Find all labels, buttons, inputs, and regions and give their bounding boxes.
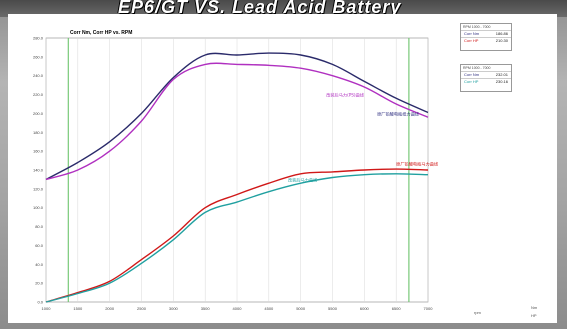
annotation-label: 改装后马力(PS)曲线 [326,91,365,98]
y-tick-label: 240.0 [33,73,44,78]
x-tick-label: 1500 [73,306,83,311]
x-tick-label: 6500 [392,306,402,311]
dyno-chart: 0.0 20.0 40.0 60.0 80.0 100.0 120.0 140.0 160.0 1… [33,36,439,312]
banner-title: EP6/GT VS. Lead Acid Battery [118,0,402,17]
y-tick-label: 140.0 [33,168,44,173]
y-tick-label: 80.0 [35,224,44,229]
legend-bottom-row-2: Corr HP 230.16 [461,78,511,85]
legend-bottom-row-2-value: 230.16 [495,79,508,84]
series-line-power [45,168,429,303]
annotation-label: 原厂铅酸电瓶马力曲线 [396,160,439,167]
y-tick-label: 180.0 [33,130,44,135]
legend-top-row-1: Corr Nm 186.86 [461,30,511,37]
legend-top-row-2-value: 210.30 [495,38,508,43]
y-tick-label: 40.0 [35,262,44,267]
series-line-torque [45,62,429,181]
x-unit-label: rpm [474,310,481,315]
legend-top-header: RPM 1000 - 7000 [463,25,491,29]
legend-bottom: RPM 1000 - 7000 Corr Nm 232.01 Corr HP 2… [460,64,512,92]
x-tick-label: 2500 [137,306,147,311]
legend-top-row-2-name: Corr HP [464,38,479,43]
legend-bottom-row-2-name: Corr HP [464,79,479,84]
x-tick-label: 7000 [424,306,434,311]
y-tick-label: 280.0 [33,36,44,41]
banner: EP6/GT VS. Lead Acid Battery [0,0,567,17]
legend-top: RPM 1000 - 7000 Corr Nm 186.86 Corr HP 2… [460,23,512,51]
annotation-label: 改装后马力曲线 [288,176,318,183]
legend-bottom-row-1-name: Corr Nm [464,72,480,77]
y-tick-label: 120.0 [33,186,44,191]
chart-panel: Corr Nm, Corr HP vs. RPM 0.0 20.0 40.0 60.0… [8,14,557,323]
y-tick-label: 0.0 [37,300,43,305]
legend-top-row-1-value: 186.86 [495,31,508,36]
chart-title: Corr Nm, Corr HP vs. RPM [70,30,133,36]
annotation-label: 原厂铅酸电瓶扭力曲线 [377,110,420,117]
x-tick-label: 1000 [42,306,52,311]
x-tick-label: 2000 [105,306,115,311]
y-tick-label: 60.0 [35,243,44,248]
legend-top-row-2: Corr HP 210.30 [461,37,511,44]
x-tick-label: 4000 [233,306,243,311]
x-tick-label: 5500 [328,306,338,311]
legend-bottom-row-1: Corr Nm 232.01 [461,71,511,78]
series-line-power [45,173,429,303]
y-tick-label: 260.0 [33,54,44,59]
y-tick-label: 160.0 [33,149,44,154]
y-tick-label: 20.0 [35,281,44,286]
y-tick-label: 100.0 [33,205,44,210]
series-line-torque [45,52,429,181]
x-tick-label: 3000 [169,306,179,311]
legend-top-row-1-name: Corr Nm [464,31,480,36]
legend-bottom-row-1-value: 232.01 [495,72,508,77]
x-tick-label: 3500 [201,306,211,311]
x-tick-label: 4500 [264,306,274,311]
y-tick-label: 200.0 [33,111,44,116]
legend-bottom-header: RPM 1000 - 7000 [463,66,491,70]
side-label-hp: HP [531,313,537,318]
y-tick-label: 220.0 [33,92,44,97]
x-tick-label: 5000 [296,306,306,311]
side-label-nm: Nm [531,305,538,310]
x-tick-label: 6000 [360,306,370,311]
